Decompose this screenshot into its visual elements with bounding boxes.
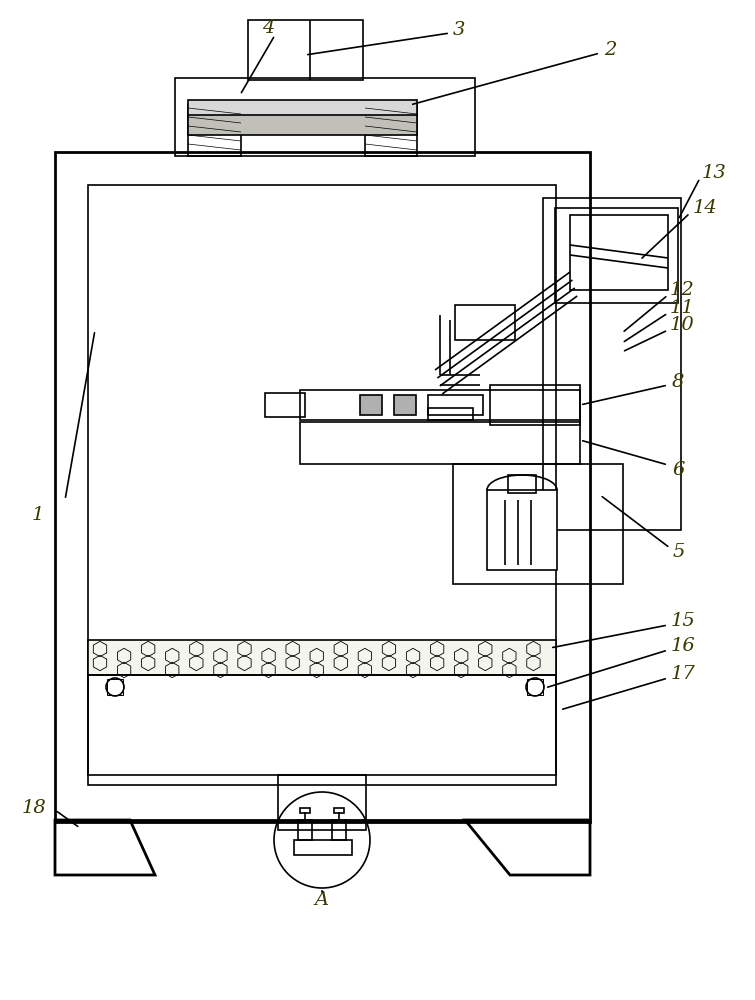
Bar xyxy=(487,490,557,570)
Text: 15: 15 xyxy=(671,612,696,630)
Bar xyxy=(332,820,346,840)
Bar xyxy=(490,385,580,425)
Text: 13: 13 xyxy=(702,164,727,182)
Text: 3: 3 xyxy=(453,21,465,39)
Bar xyxy=(88,640,556,675)
Text: 5: 5 xyxy=(673,543,686,561)
Bar xyxy=(428,395,483,415)
Bar xyxy=(298,820,312,840)
Bar xyxy=(188,115,417,135)
Text: 8: 8 xyxy=(672,373,684,391)
Bar xyxy=(107,679,123,695)
Bar xyxy=(300,390,580,420)
Text: 2: 2 xyxy=(604,41,616,59)
Bar xyxy=(394,395,416,415)
Text: 4: 4 xyxy=(262,19,274,37)
Bar xyxy=(360,395,382,415)
Bar xyxy=(278,775,366,830)
Text: 11: 11 xyxy=(670,299,695,317)
Text: 12: 12 xyxy=(670,281,695,299)
Text: 16: 16 xyxy=(671,637,696,655)
Text: A: A xyxy=(315,891,329,909)
Bar xyxy=(508,475,536,493)
Bar xyxy=(294,840,352,855)
Bar xyxy=(453,464,623,584)
Bar xyxy=(88,675,556,775)
Bar xyxy=(88,185,556,785)
Bar xyxy=(265,393,305,417)
Text: 14: 14 xyxy=(693,199,718,217)
Text: 1: 1 xyxy=(32,506,45,524)
Bar xyxy=(428,408,473,420)
Bar xyxy=(527,679,543,695)
Bar xyxy=(334,808,344,813)
Bar xyxy=(365,104,417,156)
Bar xyxy=(175,78,475,156)
Text: 17: 17 xyxy=(671,665,696,683)
Bar xyxy=(248,20,363,80)
Bar xyxy=(55,152,590,822)
Bar xyxy=(300,808,310,813)
Bar xyxy=(188,104,241,156)
Bar xyxy=(455,305,515,340)
Text: 6: 6 xyxy=(672,461,684,479)
Bar xyxy=(543,198,681,530)
Text: 18: 18 xyxy=(22,799,47,817)
Bar xyxy=(300,422,580,464)
Text: 10: 10 xyxy=(670,316,695,334)
Bar xyxy=(188,100,417,116)
Bar xyxy=(570,215,668,290)
Bar xyxy=(555,208,678,303)
